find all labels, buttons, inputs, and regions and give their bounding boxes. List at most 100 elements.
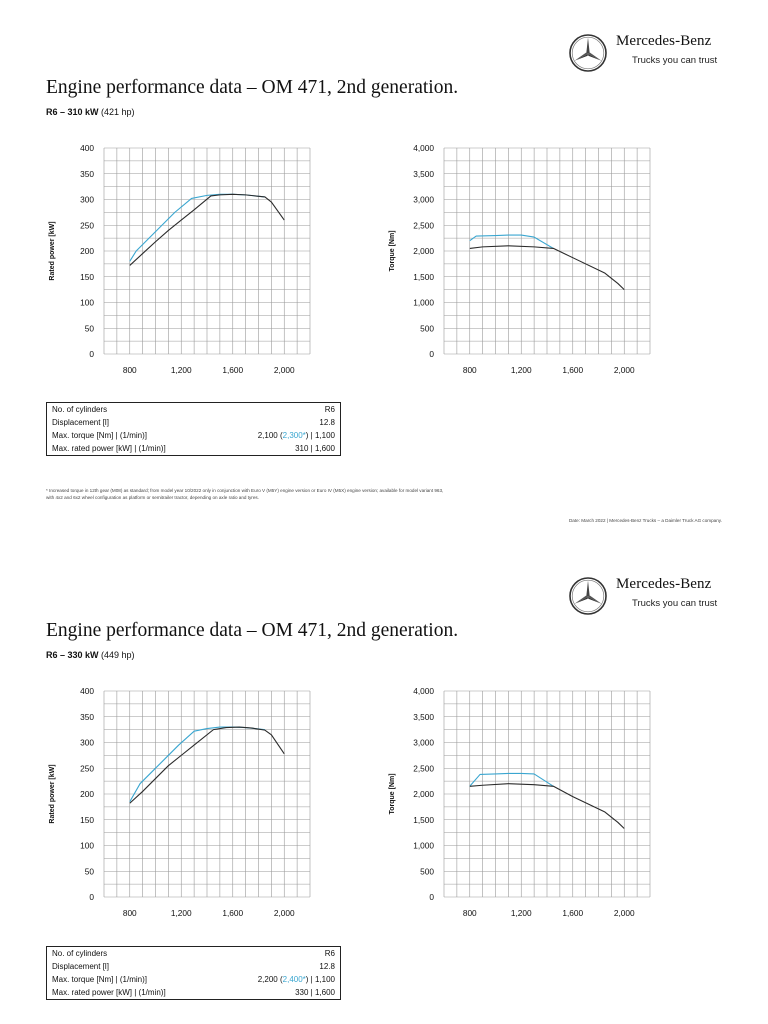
series-line-increased [469,234,554,249]
y-tick-label: 150 [80,272,94,282]
torque-rpm: ) | 1,100 [305,975,335,984]
spec-label: Max. rated power [kW] | (1/min)] [52,444,166,453]
page-title: Engine performance data – OM 471, 2nd ge… [46,620,459,641]
y-tick-label: 1,500 [413,272,434,282]
y-tick-label: 1,000 [413,298,434,308]
y-tick-label: 400 [80,143,94,153]
y-tick-label: 0 [429,349,434,359]
engine-variant-hp: (449 hp) [98,650,135,660]
y-tick-label: 3,000 [413,738,434,748]
y-tick-label: 0 [89,892,94,902]
y-axis-label: Rated power [kW] [49,221,56,280]
engine-variant: R6 – 330 kW (449 hp) [46,650,135,660]
mercedes-star-icon [569,577,607,615]
y-tick-label: 300 [80,195,94,205]
y-tick-label: 150 [80,815,94,825]
y-tick-label: 0 [429,892,434,902]
date-note: Date: March 2022 | Mercedes-Benz Trucks … [568,518,722,523]
spec-label: Displacement [l] [52,962,109,971]
y-tick-label: 500 [420,323,434,333]
y-tick-label: 4,000 [413,686,434,696]
y-tick-label: 100 [80,841,94,851]
x-tick-label: 2,000 [274,908,295,918]
footnote-line: with 4x2 and 6x2 wheel configuration as … [46,495,259,500]
x-tick-label: 800 [463,365,477,375]
power-chart-1: 0 50 100 150 200 250 300 350 400 800 1,200 1,600 2,0… [49,143,311,375]
x-tick-label: 800 [463,908,477,918]
y-tick-label: 100 [80,298,94,308]
brand-tagline: Trucks you can trust [632,598,718,609]
y-tick-label: 0 [89,349,94,359]
y-tick-label: 500 [420,866,434,876]
y-tick-label: 1,000 [413,841,434,851]
y-axis-label: Torque [Nm] [389,773,396,814]
brand-name: Mercedes-Benz [616,33,712,49]
torque-chart-1: 0 500 1,000 1,500 2,000 2,500 3,000 3,500 4,000 8… [389,143,651,375]
mercedes-star-icon [569,34,607,72]
y-tick-label: 3,500 [413,169,434,179]
y-tick-label: 250 [80,220,94,230]
spec-value: 12.8 [319,418,335,427]
chart-grid [443,690,651,898]
table-row: Max. torque [Nm] | (1/min)] 2,200 (2,400*… [47,973,341,986]
chart-grid [103,690,311,898]
y-tick-label: 200 [80,789,94,799]
series-line-increased [469,772,554,787]
y-axis-label: Rated power [kW] [49,764,56,823]
y-tick-label: 4,000 [413,143,434,153]
brand-tagline: Trucks you can trust [632,55,718,66]
footnote-line: * Increased torque in 12th gear (M08) as… [46,488,444,493]
increased-torque-value: 2,400* [282,975,306,984]
spec-value: R6 [324,949,335,958]
torque-value: 2,100 ( [257,431,283,440]
y-tick-label: 2,500 [413,763,434,773]
y-tick-label: 50 [85,866,95,876]
page-title: Engine performance data – OM 471, 2nd ge… [46,77,459,98]
x-tick-label: 2,000 [274,365,295,375]
spec-label: Max. torque [Nm] | (1/min)] [52,431,147,440]
y-tick-label: 3,500 [413,712,434,722]
spec-table-1: No. of cylinders R6 Displacement [l] 12.8 … [46,402,341,456]
spec-value: 2,200 (2,400*) | 1,100 [219,973,341,986]
spec-label: No. of cylinders [52,405,108,414]
x-tick-label: 1,200 [171,365,192,375]
y-axis-label: Torque [Nm] [389,230,396,271]
y-tick-label: 50 [85,323,95,333]
brand-logo: Mercedes-Benz Trucks you can trust [568,576,728,616]
y-tick-label: 350 [80,712,94,722]
spec-label: Displacement [l] [52,418,109,427]
chart-grid [103,147,311,355]
torque-rpm: ) | 1,100 [305,431,335,440]
table-row: Max. torque [Nm] | (1/min)] 2,100 (2,300*… [47,429,341,442]
x-tick-label: 1,600 [562,365,583,375]
spec-value: 330 | 1,600 [295,988,335,997]
y-tick-label: 2,000 [413,246,434,256]
torque-chart-2: 0 500 1,000 1,500 2,000 2,500 3,000 3,500 4,000 8… [389,686,651,918]
x-tick-label: 800 [123,365,137,375]
table-row: No. of cylinders R6 [47,947,341,961]
spec-table-2: No. of cylinders R6 Displacement [l] 12.8 … [46,946,341,1000]
table-row: No. of cylinders R6 [47,403,341,417]
engine-variant-kw: R6 – 310 kW [46,107,99,117]
x-tick-label: 1,200 [511,365,532,375]
series-line-increased [129,726,265,802]
x-tick-label: 1,200 [511,908,532,918]
x-tick-label: 1,600 [562,908,583,918]
series-line-standard [129,193,285,266]
spec-label: No. of cylinders [52,949,108,958]
chart-grid [443,147,651,355]
x-tick-label: 1,600 [222,908,243,918]
y-tick-label: 2,000 [413,789,434,799]
spec-value: R6 [324,405,335,414]
brand-name: Mercedes-Benz [616,576,712,592]
table-row: Displacement [l] 12.8 [47,960,341,973]
series-line-standard [469,245,625,291]
footnote: * Increased torque in 12th gear (M08) as… [46,487,646,501]
spec-value: 310 | 1,600 [295,444,335,453]
table-row: Max. rated power [kW] | (1/min)] 330 | 1,… [47,986,341,1000]
spec-value: 12.8 [319,962,335,971]
series-line-standard [129,726,285,804]
table-row: Max. rated power [kW] | (1/min)] 310 | 1,… [47,442,341,456]
y-tick-label: 400 [80,686,94,696]
torque-value: 2,200 ( [257,975,283,984]
